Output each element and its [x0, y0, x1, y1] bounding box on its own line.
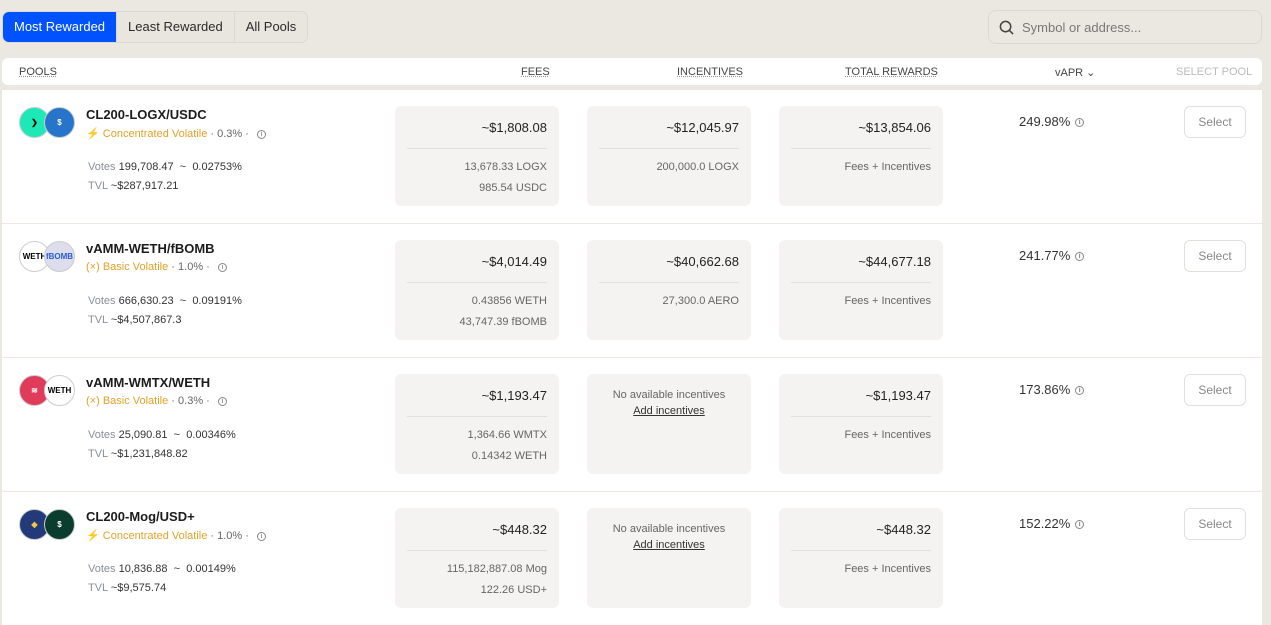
pool-votes: Votes 25,090.81 ~ 0.00346% [88, 429, 236, 441]
header-fees[interactable]: FEES [521, 66, 550, 78]
incentive-token-amount: 200,000.0 LOGX [656, 161, 739, 173]
search-icon [999, 20, 1014, 35]
pool-votes: Votes 10,836.88 ~ 0.00149% [88, 563, 236, 575]
pool-votes: Votes 199,708.47 ~ 0.02753% [88, 161, 242, 173]
vapr-value: 241.77% i [1019, 248, 1085, 263]
pool-tvl: TVL ~$4,507,867.3 [88, 314, 182, 326]
pool-name[interactable]: vAMM-WMTX/WETH [86, 375, 211, 390]
fee-token-amount: 122.26 USD+ [480, 584, 547, 596]
pool-row: WETH fBOMB vAMM-WETH/fBOMB (×) Basic Vol… [2, 224, 1262, 357]
pool-type: ⚡ Concentrated Volatile · 0.3% · i [86, 127, 266, 140]
incentives-box: No available incentives Add incentives [587, 374, 751, 474]
header-pools[interactable]: POOLS [19, 66, 57, 78]
vapr-value: 173.86% i [1019, 382, 1085, 397]
add-incentives-link[interactable]: Add incentives [633, 405, 705, 417]
incentives-box: ~$12,045.97 200,000.0 LOGX [587, 106, 751, 206]
pool-token-logos: ◆ $ [19, 509, 77, 541]
pool-row: ≋ WETH vAMM-WMTX/WETH (×) Basic Volatile… [2, 358, 1262, 491]
pool-type: (×) Basic Volatile · 1.0% · i [86, 261, 227, 273]
info-icon[interactable]: i [1075, 118, 1085, 128]
select-pool-button[interactable]: Select [1184, 106, 1246, 138]
info-icon[interactable]: i [217, 262, 227, 272]
pool-votes: Votes 666,630.23 ~ 0.09191% [88, 295, 242, 307]
info-icon[interactable]: i [1075, 520, 1085, 530]
tab-least-rewarded[interactable]: Least Rewarded [117, 12, 235, 42]
total-rewards-box: ~$13,854.06 Fees + Incentives [779, 106, 943, 206]
fees-box: ~$1,193.47 1,364.66 WMTX 0.14342 WETH [395, 374, 559, 474]
fees-box: ~$448.32 115,182,887.08 Mog 122.26 USD+ [395, 508, 559, 608]
vapr-value: 152.22% i [1019, 516, 1085, 531]
fee-token-amount: 43,747.39 fBOMB [459, 316, 547, 328]
header-total-rewards[interactable]: TOTAL REWARDS [845, 66, 938, 78]
info-icon[interactable]: i [256, 531, 266, 541]
pool-name[interactable]: vAMM-WETH/fBOMB [86, 241, 215, 256]
incentive-token-amount: 27,300.0 AERO [662, 295, 739, 307]
total-rewards-box: ~$448.32 Fees + Incentives [779, 508, 943, 608]
header-select-pool: SELECT POOL [1176, 66, 1253, 78]
concentrated-icon: ⚡ [86, 530, 100, 542]
fee-token-amount: 0.14342 WETH [471, 450, 547, 462]
fee-token-amount: 13,678.33 LOGX [464, 161, 547, 173]
pool-name[interactable]: CL200-Mog/USD+ [86, 509, 195, 524]
token-b-icon: $ [44, 107, 75, 138]
fee-token-amount: 1,364.66 WMTX [467, 429, 547, 441]
info-icon[interactable]: i [217, 396, 227, 406]
pool-type: (×) Basic Volatile · 0.3% · i [86, 395, 227, 407]
info-icon[interactable]: i [1075, 386, 1085, 396]
vapr-value: 249.98% i [1019, 114, 1085, 129]
basic-icon: (×) [86, 395, 100, 407]
total-rewards-box: ~$1,193.47 Fees + Incentives [779, 374, 943, 474]
incentives-box: ~$40,662.68 27,300.0 AERO [587, 240, 751, 340]
token-b-icon: fBOMB [44, 241, 75, 272]
select-pool-button[interactable]: Select [1184, 374, 1246, 406]
select-pool-button[interactable]: Select [1184, 508, 1246, 540]
total-rewards-box: ~$44,677.18 Fees + Incentives [779, 240, 943, 340]
pool-row: ❯ $ CL200-LOGX/USDC ⚡ Concentrated Volat… [2, 90, 1262, 223]
fee-token-amount: 115,182,887.08 Mog [446, 563, 547, 575]
fee-token-amount: 0.43856 WETH [471, 295, 547, 307]
header-vapr[interactable]: vAPR ⌄ [1055, 67, 1096, 79]
search-box [988, 10, 1262, 44]
token-b-icon: $ [44, 509, 75, 540]
tab-all-pools[interactable]: All Pools [245, 19, 297, 34]
fee-token-amount: 985.54 USDC [479, 182, 547, 194]
pool-row: ◆ $ CL200-Mog/USD+ ⚡ Concentrated Volati… [2, 492, 1262, 625]
tab-most-rewarded[interactable]: Most Rewarded [3, 12, 118, 42]
add-incentives-link[interactable]: Add incentives [633, 539, 705, 551]
search-input[interactable] [1022, 19, 1242, 35]
fees-box: ~$4,014.49 0.43856 WETH 43,747.39 fBOMB [395, 240, 559, 340]
pool-token-logos: WETH fBOMB [19, 241, 77, 273]
pool-tvl: TVL ~$9,575.74 [88, 582, 167, 594]
info-icon[interactable]: i [256, 129, 266, 139]
pool-token-logos: ≋ WETH [19, 375, 77, 407]
no-incentives-text: No available incentives [612, 389, 726, 401]
pool-tvl: TVL ~$287,917.21 [88, 180, 179, 192]
pool-name[interactable]: CL200-LOGX/USDC [86, 107, 207, 122]
token-b-icon: WETH [44, 375, 75, 406]
token-a-icon: WETH [19, 241, 50, 272]
filter-tabs: Most Rewarded Least Rewarded All Pools [2, 11, 309, 43]
header-incentives[interactable]: INCENTIVES [677, 66, 744, 78]
pool-tvl: TVL ~$1,231,848.82 [88, 448, 188, 460]
basic-icon: (×) [86, 261, 100, 273]
select-pool-button[interactable]: Select [1184, 240, 1246, 272]
pool-token-logos: ❯ $ [19, 107, 77, 139]
pool-type: ⚡ Concentrated Volatile · 1.0% · i [86, 529, 266, 542]
no-incentives-text: No available incentives [612, 523, 726, 535]
fees-box: ~$1,808.08 13,678.33 LOGX 985.54 USDC [395, 106, 559, 206]
table-header: POOLS FEES INCENTIVES TOTAL REWARDS vAPR… [2, 58, 1262, 85]
incentives-box: No available incentives Add incentives [587, 508, 751, 608]
info-icon[interactable]: i [1075, 252, 1085, 262]
concentrated-icon: ⚡ [86, 128, 100, 140]
